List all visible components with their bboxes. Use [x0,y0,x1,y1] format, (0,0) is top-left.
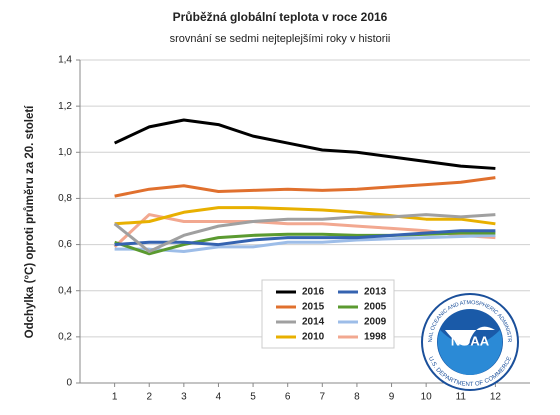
noaa-logo: NOAA NATIONAL OCEANIC AND ATMOSPHERIC AD… [0,0,519,391]
x-tick-label: 5 [250,392,256,403]
x-tick-label: 6 [285,392,291,403]
series-line [114,176,496,198]
y-tick-label: 1,0 [58,147,72,158]
legend-label: 1998 [364,332,387,343]
x-tick-label: 1 [112,392,118,403]
x-tick-label: 12 [490,392,502,403]
series-line [113,213,496,253]
y-axis-label: Odchylka (°C) oproti průměru za 20. stol… [24,105,36,339]
x-tick-label: 4 [216,392,222,403]
x-tick-label: 3 [181,392,187,403]
x-tick-label: 2 [146,392,152,403]
y-tick-label: 0,8 [58,193,72,204]
legend-label: 2010 [302,332,325,343]
series-line [113,118,496,170]
legend-label: 2005 [364,302,387,313]
legend-label: 2013 [364,287,387,298]
series-line [114,229,496,247]
y-tick-label: 1,4 [58,55,72,66]
logo-gull [445,326,495,346]
x-tick-label: 8 [354,392,360,403]
logo-label: NOAA [451,333,490,348]
legend-label: 2016 [302,287,325,298]
x-tick-label: 9 [389,392,395,403]
series-line [114,206,496,226]
y-tick-label: 0,2 [58,331,72,342]
x-tick-label: 7 [320,392,326,403]
y-tick-label: 0 [66,378,72,389]
chart-subtitle: srovnání se sedmi nejteplejšími roky v h… [170,33,391,45]
logo-wave [437,330,503,375]
x-tick-label: 10 [421,392,433,403]
chart-title: Průběžná globální teplota v roce 2016 [173,10,388,24]
x-tick-label: 11 [456,392,467,403]
plot-area: 00,20,40,60,81,01,21,41 2 3 4 5 6 7 8 9 10 11 12 [58,55,530,403]
legend-label: 2014 [302,317,325,328]
y-tick-label: 1,2 [58,101,72,112]
legend-label: 2015 [302,302,325,313]
y-tick-label: 0,6 [58,239,72,250]
series-line [114,233,496,253]
legend-label: 2009 [364,317,387,328]
y-tick-label: 0,4 [58,285,72,296]
